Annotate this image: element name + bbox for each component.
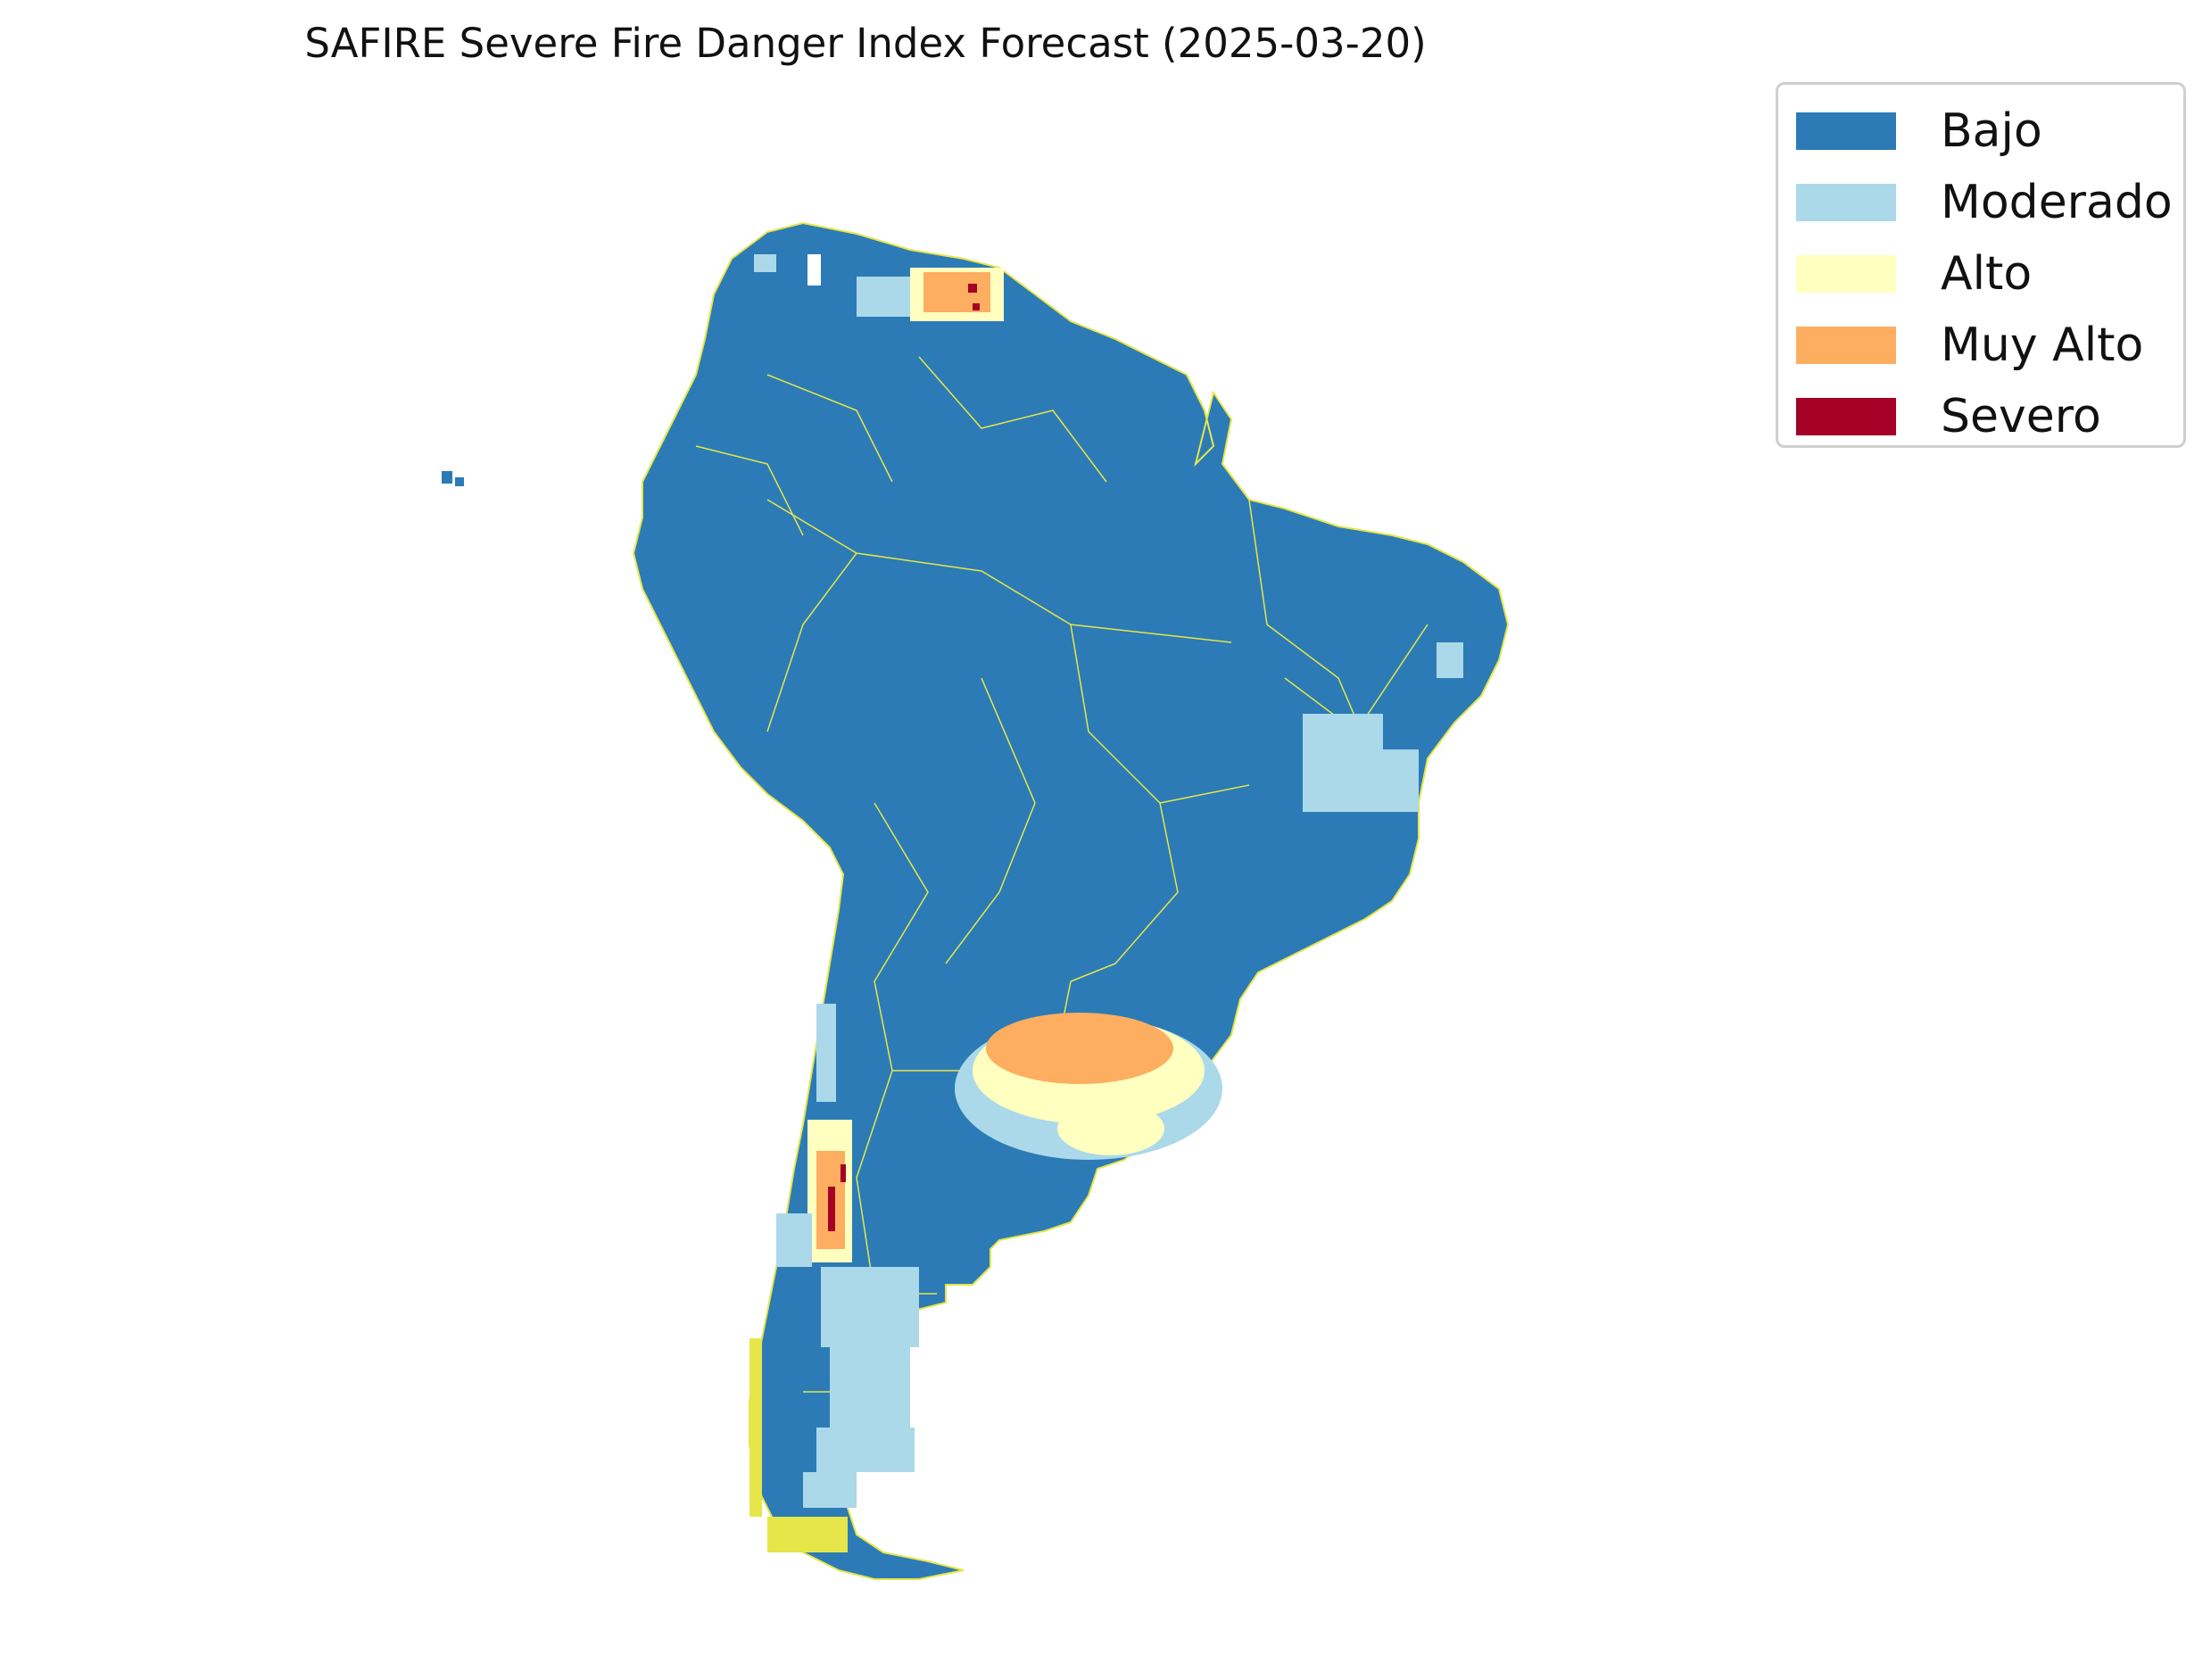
legend-label: Moderado xyxy=(1941,176,2173,229)
legend-item-bajo: Bajo xyxy=(1796,104,2042,158)
northeast-moderate-zone xyxy=(1303,642,1463,812)
legend: Bajo Moderado Alto Muy Alto Severo xyxy=(1776,82,2186,448)
legend-item-muy-alto: Muy Alto xyxy=(1796,319,2143,372)
legend-item-alto: Alto xyxy=(1796,247,2032,301)
fire-danger-map xyxy=(442,221,1510,1580)
legend-swatch-moderado xyxy=(1796,184,1896,221)
legend-label: Bajo xyxy=(1941,104,2042,158)
galapagos-islands xyxy=(442,471,464,486)
patagonia-moderate-zone xyxy=(803,1267,919,1508)
legend-label: Severo xyxy=(1941,390,2101,443)
legend-label: Muy Alto xyxy=(1941,319,2144,372)
legend-item-severo: Severo xyxy=(1796,390,2101,443)
legend-swatch-severo xyxy=(1796,398,1896,435)
north-fire-zone xyxy=(754,254,1004,321)
map-title: SAFIRE Severe Fire Danger Index Forecast… xyxy=(304,20,1427,67)
legend-swatch-alto xyxy=(1796,255,1896,293)
legend-item-moderado: Moderado xyxy=(1796,176,2173,229)
continent-landmass xyxy=(632,221,1510,1580)
legend-label: Alto xyxy=(1941,247,2033,301)
legend-swatch-muy-alto xyxy=(1796,327,1896,364)
fjord-coastline xyxy=(749,1338,848,1552)
chile-fire-zone xyxy=(776,1004,852,1267)
legend-swatch-bajo xyxy=(1796,112,1896,150)
central-fire-zone xyxy=(955,1013,1222,1160)
